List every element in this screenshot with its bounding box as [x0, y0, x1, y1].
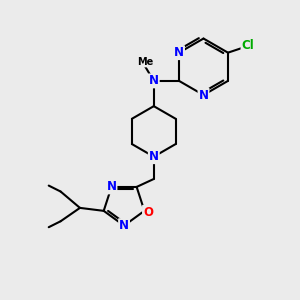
Text: N: N: [106, 180, 116, 194]
Text: N: N: [199, 88, 208, 101]
Text: N: N: [119, 219, 129, 232]
Text: Me: Me: [137, 57, 153, 67]
Text: N: N: [174, 46, 184, 59]
Text: O: O: [143, 206, 153, 219]
Text: N: N: [149, 74, 159, 87]
Text: Cl: Cl: [242, 39, 254, 52]
Text: N: N: [149, 150, 159, 163]
